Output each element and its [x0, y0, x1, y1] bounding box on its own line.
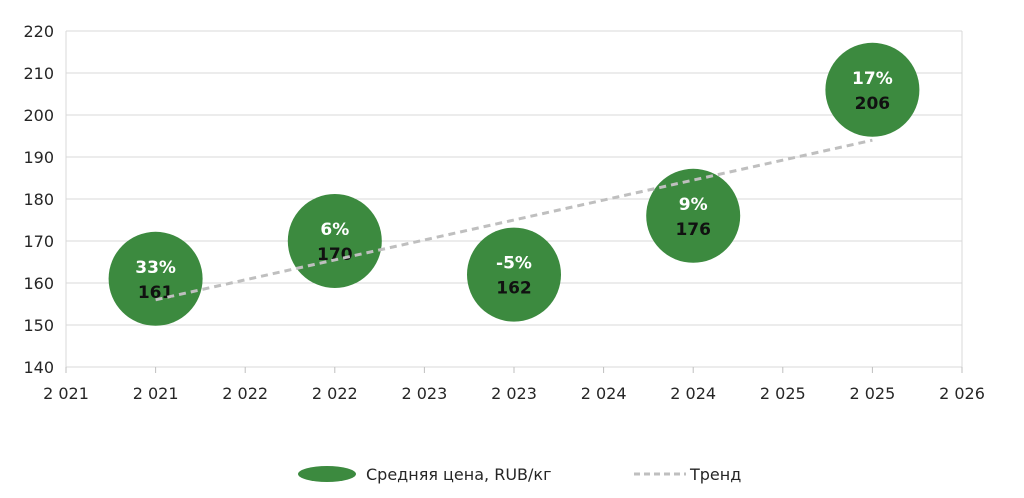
bubble-change-label: 33% [135, 258, 176, 278]
x-tick-label: 2 024 [581, 384, 627, 403]
bubble-point [108, 231, 203, 326]
x-tick-label: 2 023 [491, 384, 537, 403]
bubble-value-label: 176 [675, 220, 711, 240]
x-tick-label: 2 023 [401, 384, 447, 403]
y-tick-label: 200 [23, 106, 54, 125]
grid-lines [65, 30, 963, 368]
x-axis: 2 021 2 021 2 022 2 022 2 023 2 023 2 024 2 024… [43, 367, 985, 403]
x-tick-label: 2 021 [43, 384, 89, 403]
bubble-point [287, 194, 382, 288]
trend-line [155, 138, 873, 302]
bubble-change-label: 6% [320, 220, 349, 240]
bubble-layer: 33% 161 6% 170 -5% 162 9% 176 17% 206 [108, 42, 920, 326]
y-tick-label: 140 [23, 358, 54, 377]
y-tick-label: 180 [23, 190, 54, 209]
bubble-point [467, 227, 561, 322]
legend-label-trend: Тренд [689, 465, 741, 484]
bubble-point [825, 42, 920, 137]
y-tick-label: 150 [23, 316, 54, 335]
x-tick-label: 2 022 [222, 384, 268, 403]
bubble-value-label: 170 [317, 245, 353, 265]
x-tick-label: 2 025 [760, 384, 806, 403]
x-tick-label: 2 026 [939, 384, 985, 403]
bubble-change-label: 9% [679, 195, 708, 215]
y-tick-label: 210 [23, 64, 54, 83]
y-tick-label: 190 [23, 148, 54, 167]
bubble-value-label: 161 [138, 283, 174, 303]
legend: Средняя цена, RUB/кг Тренд [298, 465, 741, 484]
x-tick-label: 2 022 [312, 384, 358, 403]
y-tick-label: 220 [23, 22, 54, 41]
y-axis: 140 150 160 170 180 190 200 210 220 [23, 22, 54, 377]
bubble-value-label: 206 [855, 94, 891, 114]
bubble-change-label: 17% [852, 69, 893, 89]
bubble-change-label: -5% [496, 254, 532, 274]
bubble-point [646, 168, 741, 263]
bubble-value-label: 162 [496, 279, 532, 299]
trend-layer [155, 138, 873, 302]
legend-marker-price [298, 466, 356, 482]
x-tick-label: 2 024 [670, 384, 716, 403]
legend-label-price: Средняя цена, RUB/кг [366, 465, 551, 484]
y-tick-label: 160 [23, 274, 54, 293]
x-tick-label: 2 021 [133, 384, 179, 403]
x-tick-label: 2 025 [849, 384, 895, 403]
y-tick-label: 170 [23, 232, 54, 251]
